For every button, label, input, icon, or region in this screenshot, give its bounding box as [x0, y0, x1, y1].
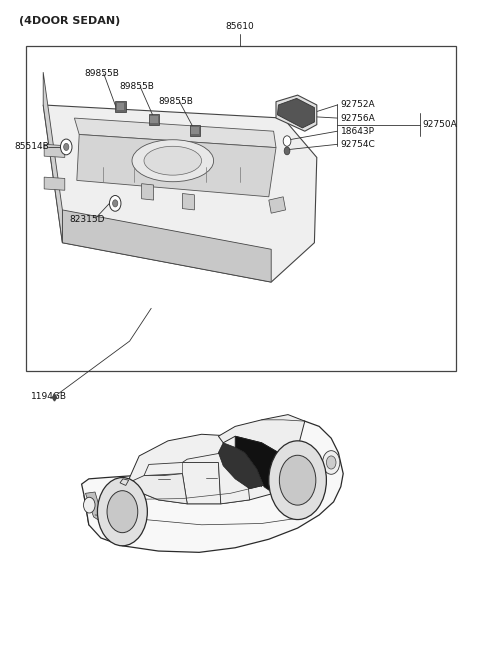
Bar: [117, 103, 124, 110]
Text: 1194GB: 1194GB: [31, 392, 67, 401]
Polygon shape: [74, 118, 276, 148]
Text: 18643P: 18643P: [341, 127, 375, 136]
Text: (4DOOR SEDAN): (4DOOR SEDAN): [19, 16, 120, 26]
Polygon shape: [130, 434, 293, 504]
Polygon shape: [235, 436, 293, 493]
Circle shape: [97, 478, 147, 546]
Text: 85610: 85610: [226, 22, 254, 31]
Text: 92756A: 92756A: [341, 113, 375, 123]
Text: 89855B: 89855B: [119, 82, 154, 91]
Polygon shape: [218, 415, 305, 467]
Polygon shape: [44, 177, 65, 190]
Bar: [26, 46, 456, 371]
Bar: [191, 127, 199, 134]
Circle shape: [279, 455, 316, 505]
Polygon shape: [276, 95, 317, 131]
Circle shape: [64, 144, 69, 150]
Circle shape: [284, 147, 290, 155]
Polygon shape: [84, 482, 139, 533]
Polygon shape: [142, 184, 154, 200]
Circle shape: [60, 139, 72, 155]
Polygon shape: [85, 492, 110, 526]
Polygon shape: [182, 194, 194, 210]
Polygon shape: [62, 210, 271, 282]
Text: 92750A: 92750A: [422, 120, 457, 129]
Bar: [150, 116, 158, 123]
Polygon shape: [218, 443, 263, 489]
Polygon shape: [182, 453, 250, 504]
Circle shape: [269, 441, 326, 520]
Polygon shape: [269, 197, 286, 213]
Text: 85514B: 85514B: [14, 142, 49, 152]
Circle shape: [84, 497, 95, 513]
Bar: [190, 125, 200, 136]
Polygon shape: [44, 144, 65, 157]
Circle shape: [326, 456, 336, 469]
Text: 89855B: 89855B: [84, 69, 119, 78]
Circle shape: [283, 136, 291, 146]
Polygon shape: [144, 462, 221, 504]
Ellipse shape: [144, 146, 202, 175]
Polygon shape: [77, 134, 276, 197]
Circle shape: [113, 200, 118, 207]
Text: 89855B: 89855B: [158, 97, 193, 106]
Polygon shape: [120, 479, 129, 485]
Polygon shape: [277, 98, 314, 128]
Text: 92754C: 92754C: [341, 140, 375, 149]
Text: 92752A: 92752A: [341, 100, 375, 110]
Ellipse shape: [132, 140, 214, 182]
Circle shape: [109, 195, 121, 211]
Polygon shape: [43, 72, 62, 243]
Polygon shape: [130, 474, 187, 504]
Circle shape: [323, 451, 340, 474]
Polygon shape: [82, 420, 343, 552]
Bar: [115, 101, 126, 112]
Text: 82315D: 82315D: [70, 215, 105, 224]
Circle shape: [107, 491, 138, 533]
Bar: [149, 114, 159, 125]
Polygon shape: [43, 105, 317, 282]
